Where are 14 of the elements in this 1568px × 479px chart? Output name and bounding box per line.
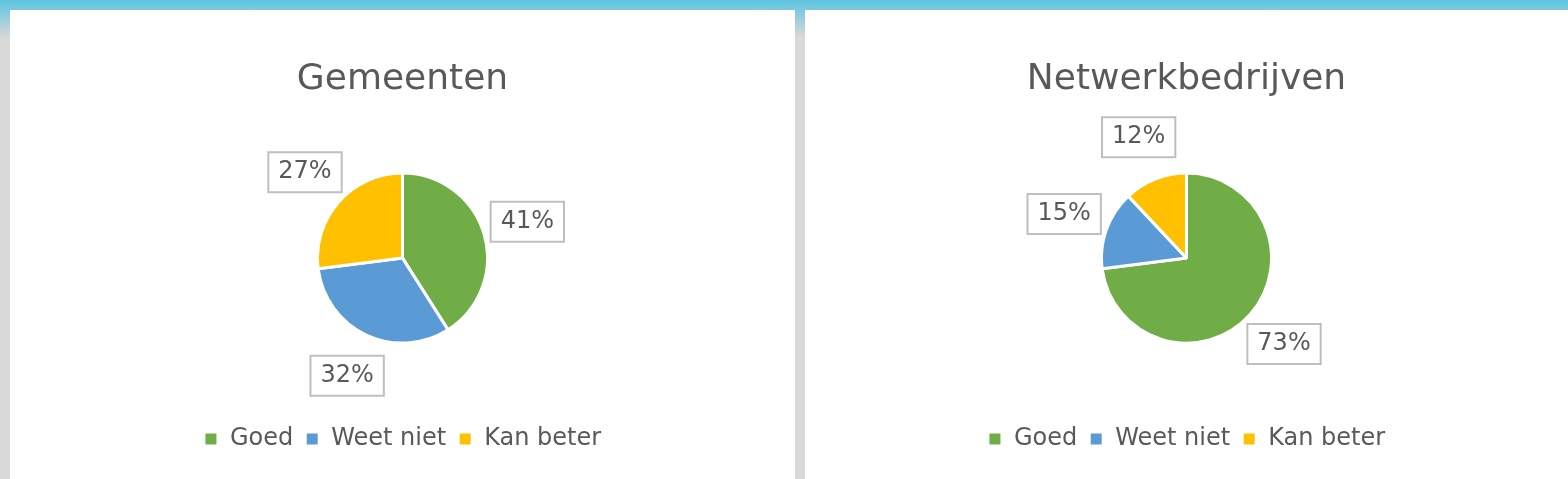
data-label: 41%	[500, 206, 555, 235]
legend-label: Goed	[1013, 423, 1078, 452]
data-label: 12%	[1111, 121, 1166, 150]
data-label: 73%	[1257, 328, 1311, 357]
legend-label: Kan beter	[1268, 423, 1386, 452]
legend-label: Kan beter	[484, 423, 602, 452]
legend-label: Goed	[229, 423, 294, 452]
data-label: 27%	[278, 156, 332, 185]
chart-title: Gemeenten	[296, 55, 509, 97]
legend-label: Weet niet	[331, 423, 447, 452]
chart-title: Netwerkbedrijven	[1026, 55, 1347, 97]
data-label: 32%	[320, 359, 374, 388]
legend-label: Weet niet	[1115, 423, 1231, 452]
data-label: 15%	[1037, 198, 1091, 227]
